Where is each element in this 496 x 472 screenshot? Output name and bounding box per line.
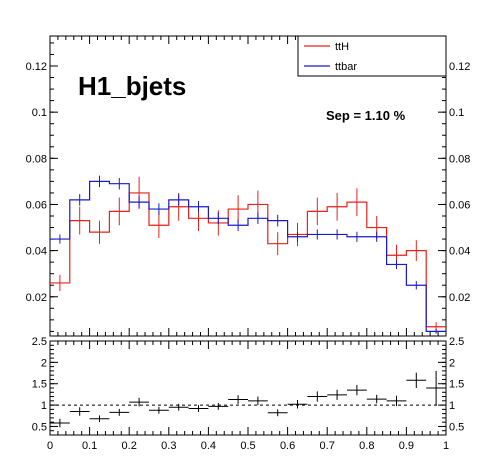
x-tick-label: 1	[443, 440, 449, 452]
ratio-plot-frame	[49, 340, 447, 436]
legend-label-ttbar: ttbar	[335, 61, 357, 73]
ratio-y-tick-label-right: 2	[449, 357, 455, 369]
x-tick-label: 0.6	[280, 440, 295, 452]
legend-label-tth: ttH	[335, 41, 349, 53]
legend-box	[297, 35, 447, 77]
top-y-tick-label-right: 0.08	[449, 153, 470, 165]
top-y-tick-label-left: 0.12	[26, 61, 47, 73]
ratio-y-tick-label-left: 1	[41, 400, 47, 412]
ratio-y-tick-label-left: 2	[41, 357, 47, 369]
top-y-tick-label-right: 0.12	[449, 61, 470, 73]
ratio-y-tick-label-right: 2.5	[449, 336, 464, 348]
top-y-tick-label-right: 0.02	[449, 292, 470, 304]
top-y-tick-label-left: 0.02	[26, 292, 47, 304]
x-tick-label: 0.5	[240, 440, 255, 452]
top-y-tick-label-right: 0.04	[449, 246, 470, 258]
ratio-y-tick-label-right: 0.5	[449, 421, 464, 433]
ratio-y-tick-label-right: 1	[449, 400, 455, 412]
separation-annotation: Sep = 1.10 %	[326, 108, 406, 123]
x-tick-label: 0.3	[161, 440, 176, 452]
x-tick-label: 0.8	[359, 440, 374, 452]
x-tick-label: 0.2	[122, 440, 137, 452]
ratio-y-tick-label-left: 2.5	[32, 336, 47, 348]
x-tick-label: 0.1	[82, 440, 97, 452]
x-tick-label: 0.7	[320, 440, 335, 452]
top-y-tick-label-left: 0.04	[26, 246, 47, 258]
x-tick-label: 0.9	[399, 440, 414, 452]
top-y-tick-label-left: 0.1	[32, 107, 47, 119]
x-tick-label: 0	[47, 440, 53, 452]
top-y-tick-label-right: 0.06	[449, 199, 470, 211]
ratio-y-tick-label-left: 1.5	[32, 379, 47, 391]
x-tick-label: 0.4	[201, 440, 216, 452]
ratio-y-tick-label-right: 1.5	[449, 379, 464, 391]
top-y-tick-label-left: 0.08	[26, 153, 47, 165]
ratio-y-tick-label-left: 0.5	[32, 421, 47, 433]
top-y-tick-label-left: 0.06	[26, 199, 47, 211]
top-y-tick-label-right: 0.1	[449, 107, 464, 119]
chart-title: H1_bjets	[78, 71, 186, 101]
legend: ttH ttbar	[297, 35, 447, 77]
